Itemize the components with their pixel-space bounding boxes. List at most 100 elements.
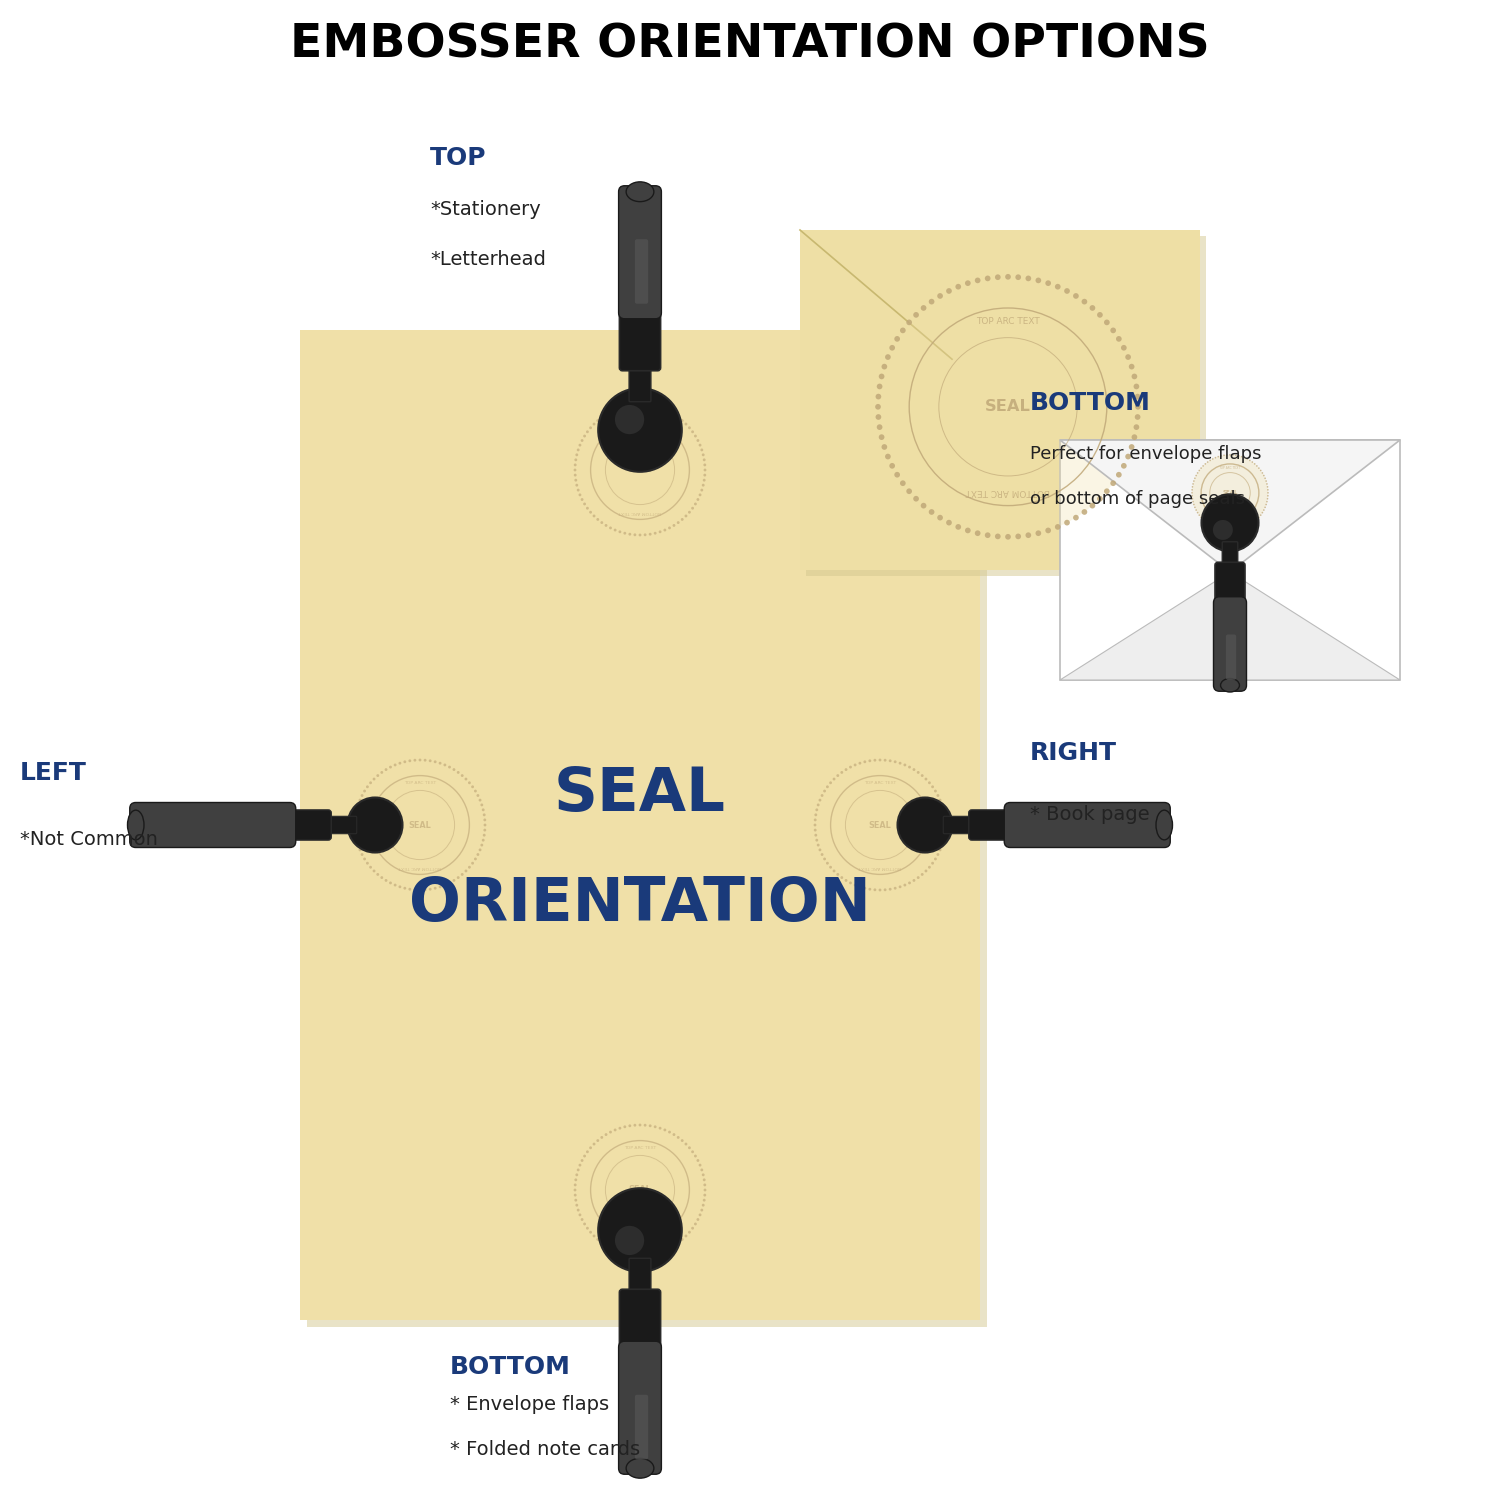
Circle shape	[1035, 278, 1041, 284]
FancyBboxPatch shape	[620, 309, 660, 370]
Circle shape	[628, 1252, 632, 1256]
FancyBboxPatch shape	[1215, 562, 1245, 606]
Circle shape	[844, 768, 847, 771]
Circle shape	[944, 813, 945, 816]
Circle shape	[393, 884, 396, 886]
Circle shape	[597, 419, 598, 422]
Circle shape	[844, 879, 847, 882]
Circle shape	[1192, 480, 1194, 482]
Circle shape	[704, 1179, 705, 1182]
Circle shape	[1016, 534, 1022, 540]
Circle shape	[458, 771, 459, 774]
Circle shape	[1198, 514, 1200, 516]
Circle shape	[1089, 304, 1095, 310]
Circle shape	[946, 520, 952, 525]
Circle shape	[1246, 458, 1248, 460]
Circle shape	[1212, 526, 1214, 528]
Circle shape	[975, 278, 981, 284]
Circle shape	[614, 528, 616, 531]
Circle shape	[700, 448, 703, 452]
Circle shape	[399, 885, 402, 888]
Circle shape	[833, 870, 836, 873]
Circle shape	[354, 834, 357, 837]
Circle shape	[590, 426, 592, 429]
FancyBboxPatch shape	[628, 366, 651, 402]
Circle shape	[684, 514, 687, 517]
Circle shape	[1054, 284, 1060, 290]
Circle shape	[600, 1240, 603, 1244]
Circle shape	[885, 354, 891, 360]
Circle shape	[574, 405, 705, 536]
Circle shape	[879, 759, 882, 762]
Circle shape	[586, 507, 590, 510]
Circle shape	[1192, 504, 1194, 506]
Circle shape	[940, 843, 944, 846]
Circle shape	[1264, 477, 1266, 478]
Circle shape	[696, 440, 699, 442]
Circle shape	[477, 794, 480, 796]
Circle shape	[1251, 522, 1252, 525]
Circle shape	[694, 435, 698, 438]
Text: or bottom of page seals: or bottom of page seals	[1030, 490, 1245, 508]
Circle shape	[879, 374, 885, 380]
Circle shape	[404, 760, 406, 764]
Circle shape	[986, 532, 990, 538]
Circle shape	[358, 798, 362, 801]
Circle shape	[576, 1203, 578, 1206]
Circle shape	[590, 512, 592, 513]
Circle shape	[1191, 498, 1194, 500]
Circle shape	[1218, 456, 1219, 458]
Circle shape	[858, 885, 861, 888]
Circle shape	[1208, 460, 1209, 464]
FancyBboxPatch shape	[800, 230, 1200, 570]
Circle shape	[399, 762, 402, 765]
Circle shape	[584, 435, 586, 438]
Circle shape	[348, 798, 402, 852]
Circle shape	[1110, 327, 1116, 333]
Circle shape	[624, 405, 627, 408]
Circle shape	[354, 828, 357, 831]
Circle shape	[580, 498, 584, 501]
Circle shape	[597, 1138, 598, 1142]
Circle shape	[579, 1214, 582, 1216]
Circle shape	[438, 885, 441, 888]
Circle shape	[1221, 454, 1222, 456]
Circle shape	[986, 276, 990, 282]
Circle shape	[1096, 312, 1102, 318]
Circle shape	[914, 312, 920, 318]
Circle shape	[1191, 495, 1192, 496]
Circle shape	[684, 423, 687, 426]
Circle shape	[964, 280, 970, 286]
FancyBboxPatch shape	[634, 1395, 648, 1460]
Circle shape	[465, 870, 468, 873]
Circle shape	[1197, 472, 1198, 474]
Circle shape	[658, 1126, 662, 1130]
Circle shape	[821, 853, 824, 856]
Circle shape	[704, 464, 706, 466]
Circle shape	[1046, 528, 1052, 534]
Circle shape	[898, 762, 902, 765]
Circle shape	[460, 873, 464, 876]
Circle shape	[702, 1203, 705, 1206]
Circle shape	[663, 1248, 666, 1251]
Circle shape	[639, 1254, 642, 1257]
Circle shape	[600, 1136, 603, 1138]
Circle shape	[1266, 480, 1268, 482]
Text: BOTTOM ARC TEXT: BOTTOM ARC TEXT	[618, 510, 662, 515]
Circle shape	[1096, 496, 1102, 501]
Circle shape	[1196, 474, 1197, 477]
Circle shape	[1234, 454, 1238, 456]
FancyBboxPatch shape	[634, 238, 648, 303]
Circle shape	[1260, 514, 1262, 516]
Circle shape	[688, 1146, 692, 1149]
Circle shape	[879, 888, 882, 891]
Circle shape	[1266, 504, 1268, 506]
Circle shape	[429, 888, 432, 891]
Circle shape	[480, 843, 483, 846]
Circle shape	[1232, 530, 1234, 531]
Circle shape	[699, 444, 702, 447]
Circle shape	[453, 768, 456, 771]
Circle shape	[574, 478, 578, 482]
Circle shape	[1131, 435, 1137, 439]
Text: TOP ARC TEXT: TOP ARC TEXT	[624, 426, 656, 429]
